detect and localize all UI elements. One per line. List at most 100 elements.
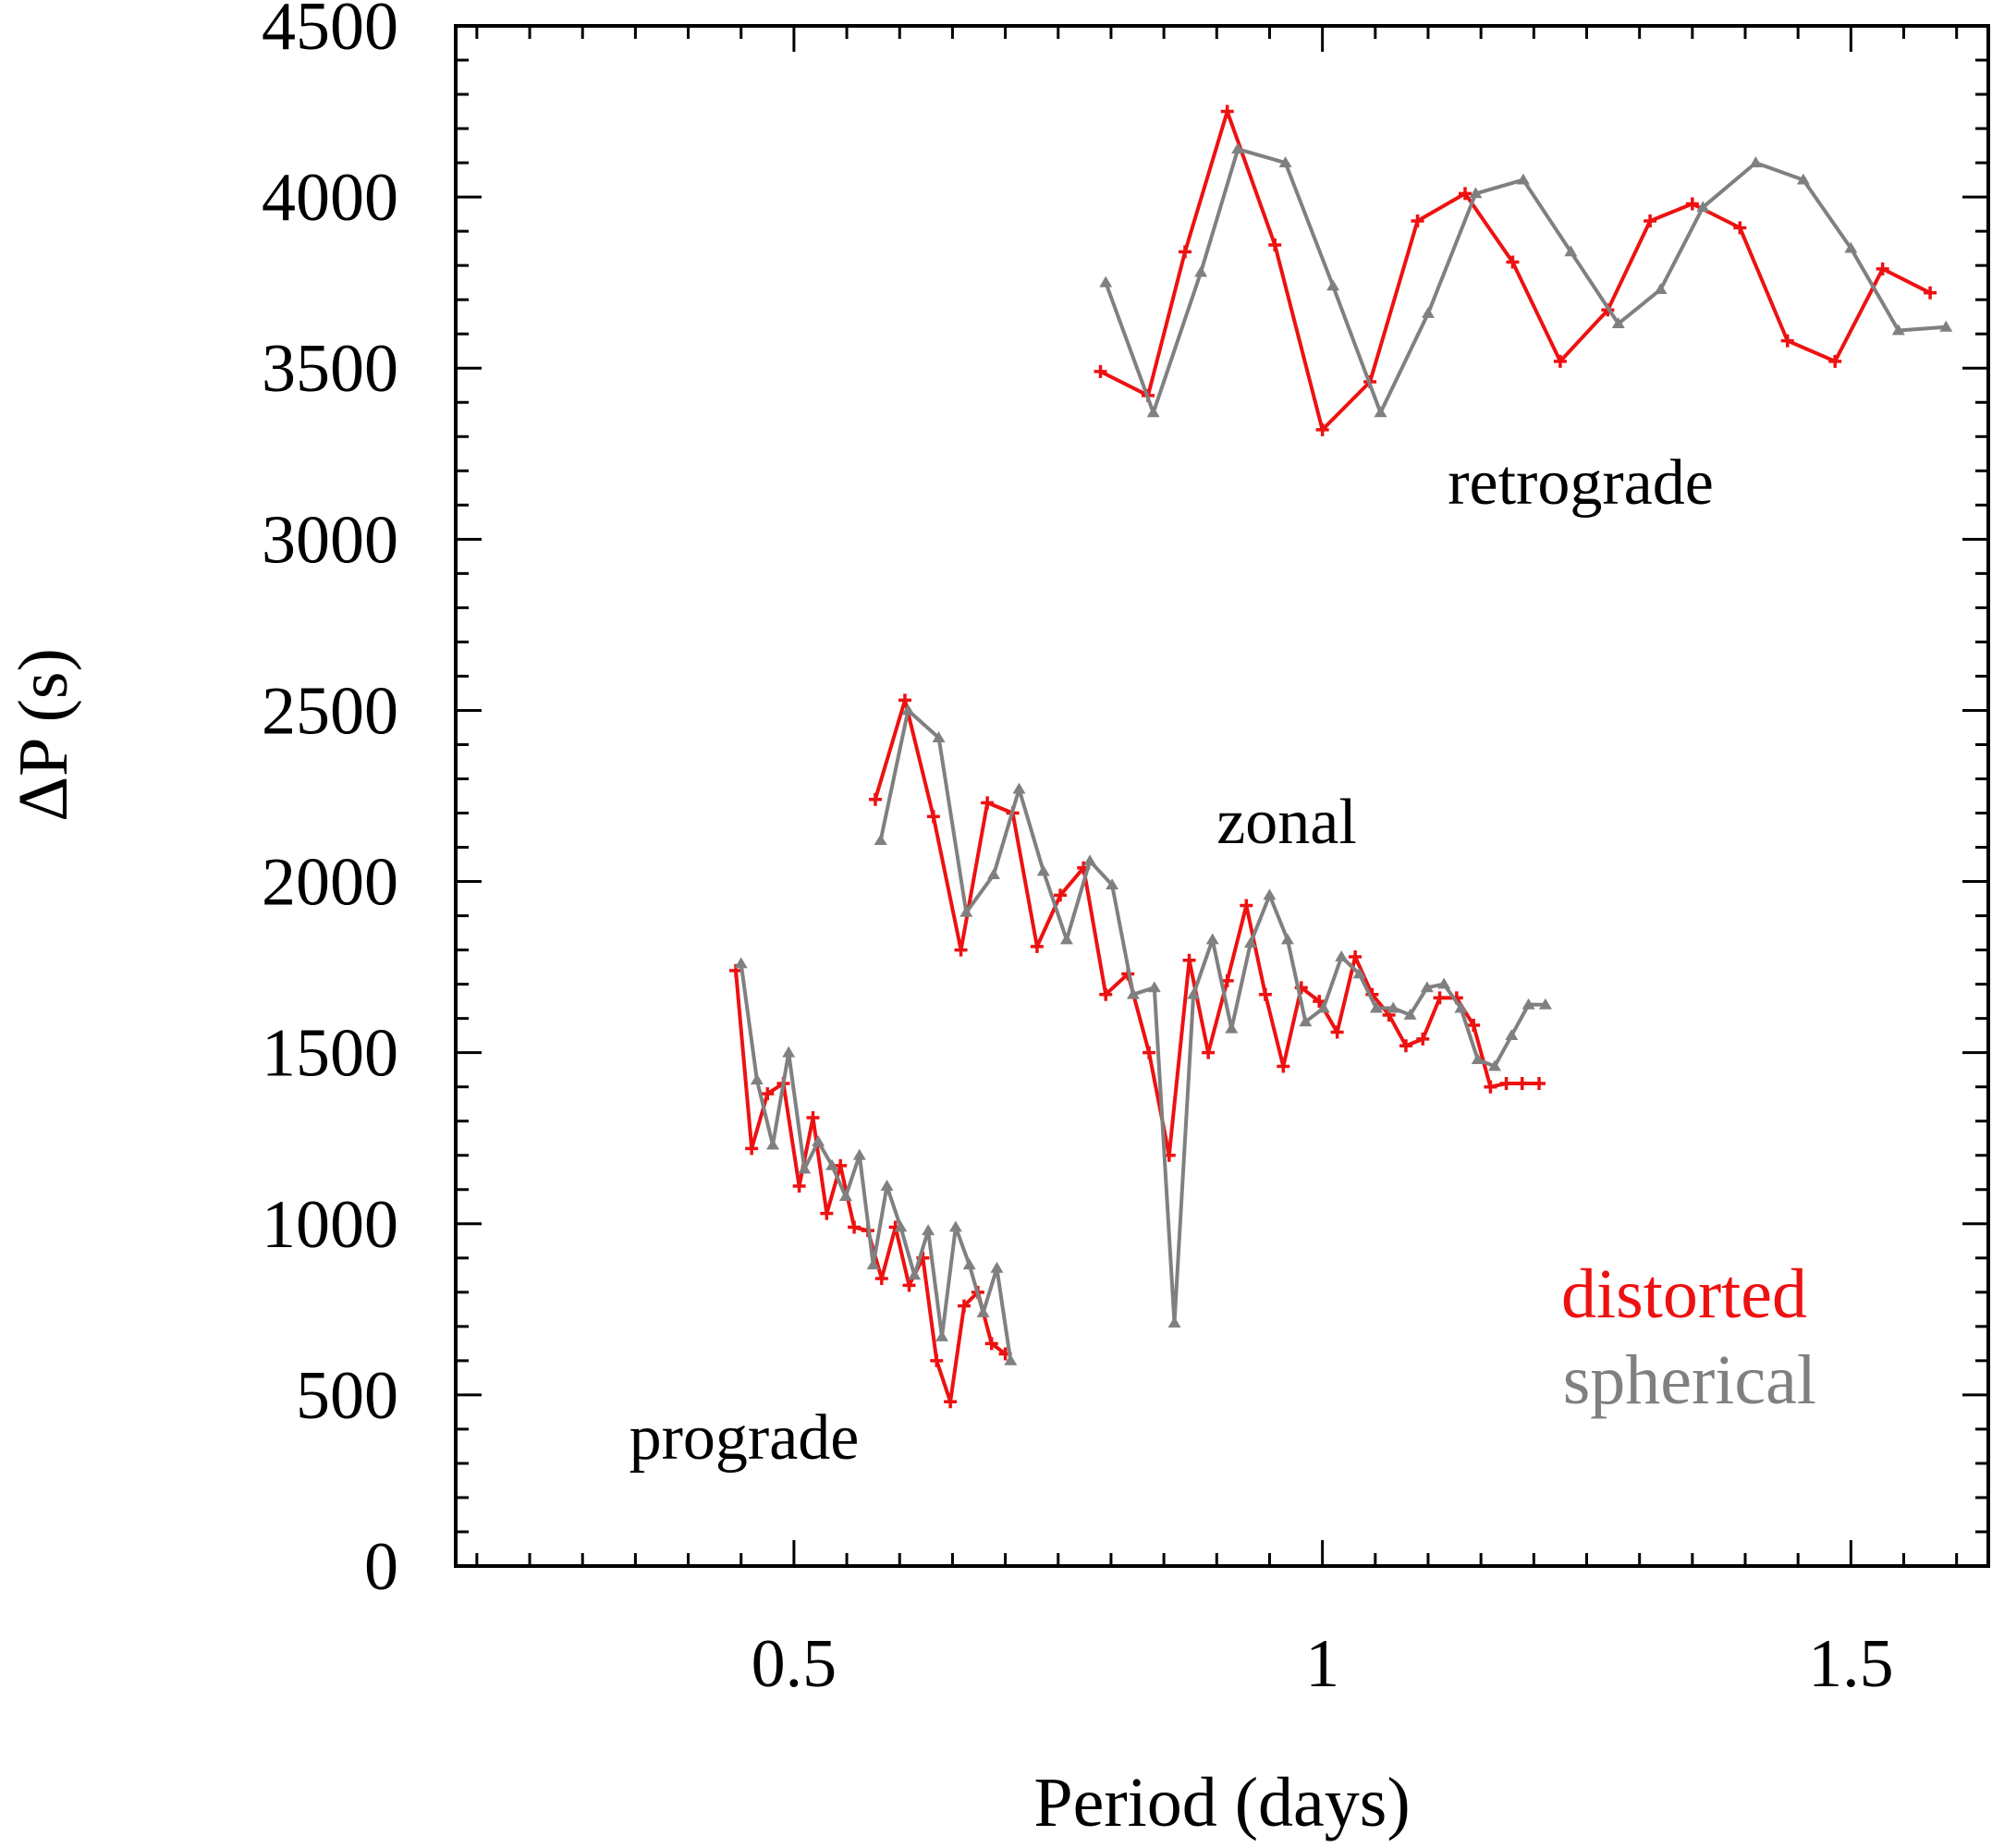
data-point	[874, 1272, 888, 1286]
data-point	[976, 1306, 990, 1317]
data-point	[1146, 406, 1160, 418]
data-point	[1505, 1029, 1519, 1041]
y-tick-label: 3500	[262, 331, 398, 407]
data-point	[1268, 238, 1282, 251]
data-point	[1263, 888, 1277, 900]
data-point	[1012, 782, 1026, 794]
data-point	[1147, 981, 1161, 993]
series-zonal-spherical	[874, 704, 1552, 1328]
data-point	[1225, 1022, 1239, 1034]
data-point	[898, 693, 911, 707]
data-point	[930, 1353, 944, 1367]
data-point	[1243, 936, 1257, 948]
data-point	[1094, 364, 1107, 378]
data-point	[1876, 262, 1889, 275]
data-point	[1654, 283, 1668, 294]
y-tick-label: 3000	[262, 502, 398, 578]
y-tick-label: 1000	[262, 1187, 398, 1263]
data-point	[825, 1158, 839, 1170]
data-point	[1437, 977, 1451, 989]
data-point	[1178, 245, 1192, 259]
data-point	[908, 1268, 922, 1280]
data-point	[798, 1162, 812, 1174]
data-point	[1399, 1039, 1412, 1053]
y-tick-label: 4000	[262, 160, 398, 236]
series-retrograde-distorted	[1094, 104, 1937, 436]
data-point	[734, 957, 748, 969]
data-point	[1335, 950, 1349, 961]
y-axis-title: ΔP (s)	[5, 648, 82, 822]
data-point	[1458, 187, 1472, 201]
data-point	[1533, 1076, 1546, 1090]
data-point	[1220, 104, 1234, 118]
data-point	[1521, 997, 1535, 1010]
y-tick-label: 0	[364, 1529, 398, 1605]
data-point	[1202, 1046, 1216, 1059]
series-line-prograde-spherical	[739, 963, 1013, 1362]
data-point	[1182, 953, 1196, 967]
data-point	[1416, 1032, 1430, 1046]
y-tick-label: 2000	[262, 845, 398, 921]
series-layer	[729, 104, 1953, 1409]
annotation-zonal: zonal	[1216, 787, 1357, 858]
data-point	[1553, 354, 1567, 368]
annotation-retrograde: retrograde	[1448, 447, 1714, 519]
data-point	[1187, 987, 1201, 999]
data-point	[1030, 939, 1044, 953]
x-tick-label: 1.5	[1808, 1626, 1894, 1702]
data-point	[1644, 214, 1657, 228]
data-point	[1420, 981, 1434, 993]
data-point	[1352, 967, 1366, 979]
data-point	[1167, 1316, 1181, 1328]
data-point	[1828, 354, 1842, 368]
data-point	[902, 1279, 916, 1292]
data-point	[1796, 173, 1810, 185]
data-point	[1387, 1001, 1400, 1013]
axis-ticks	[456, 24, 1988, 1568]
data-point	[1696, 201, 1710, 213]
data-point	[1099, 987, 1113, 1001]
series-line-retrograde-distorted	[1099, 109, 1932, 432]
x-tick-label: 1	[1305, 1626, 1339, 1702]
x-tick-labels: 0.5 1 1.5	[752, 1626, 1894, 1702]
data-point	[1515, 1076, 1529, 1090]
data-point	[834, 1158, 848, 1172]
data-point	[984, 1337, 998, 1351]
y-tick-label: 2500	[262, 673, 398, 749]
data-point	[1315, 422, 1329, 436]
data-point	[948, 1220, 962, 1232]
data-point	[1194, 265, 1208, 277]
data-point	[1749, 156, 1763, 167]
series-line-prograde-distorted	[734, 970, 1007, 1404]
data-point	[1454, 1001, 1468, 1013]
data-point	[1939, 320, 1953, 332]
data-point	[990, 1261, 1004, 1273]
data-point	[880, 1180, 894, 1191]
data-point	[1316, 1001, 1330, 1013]
y-tick-label: 1500	[262, 1016, 398, 1092]
legend-spherical: spherical	[1563, 1341, 1816, 1419]
data-point	[874, 834, 887, 846]
data-point	[1467, 1019, 1481, 1033]
data-point	[1516, 173, 1530, 185]
data-point	[1330, 1025, 1344, 1039]
data-point	[981, 796, 995, 810]
series-line-zonal-spherical	[878, 708, 1546, 1326]
data-point	[1469, 187, 1483, 199]
data-point	[868, 792, 882, 806]
plot-frame	[454, 24, 1990, 1568]
annotation-prograde: prograde	[629, 1402, 860, 1474]
data-point	[1733, 221, 1747, 235]
x-axis-title: Period (days)	[1033, 1764, 1410, 1842]
data-point	[922, 1224, 935, 1236]
data-point	[962, 1258, 976, 1270]
data-point	[1891, 324, 1905, 336]
data-point	[1106, 878, 1119, 890]
data-point	[1277, 1059, 1290, 1073]
data-point	[1280, 933, 1294, 945]
data-point	[782, 1046, 796, 1058]
data-point	[1538, 997, 1552, 1010]
data-point	[944, 1395, 958, 1409]
data-point	[866, 1258, 880, 1270]
